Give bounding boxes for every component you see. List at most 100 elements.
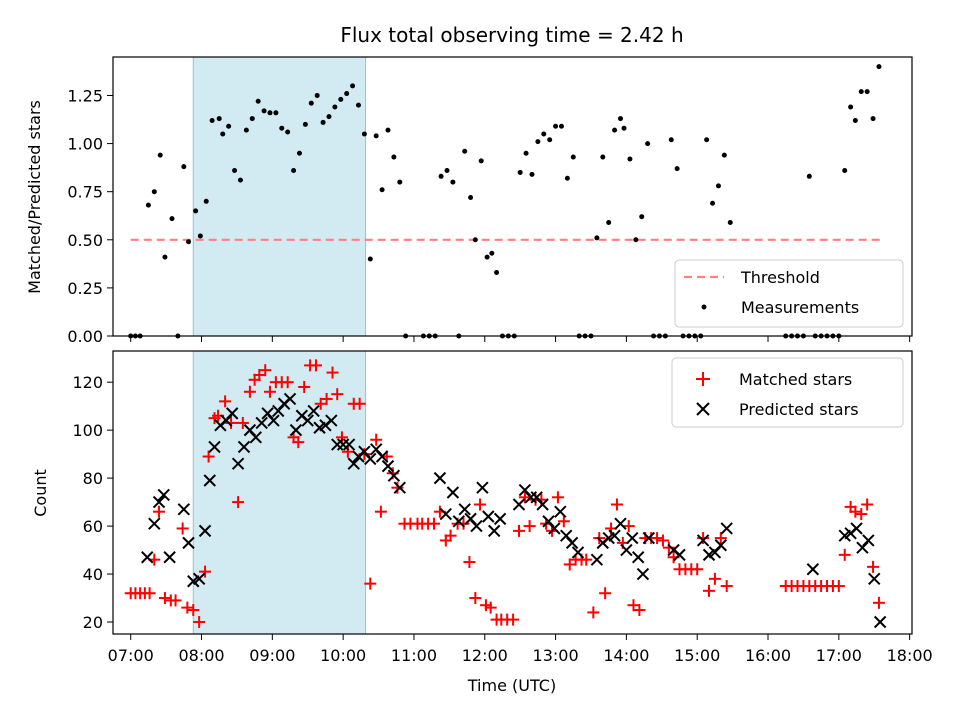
matched-star-point — [849, 505, 862, 518]
measurement-point — [633, 237, 639, 243]
legend-matched-swatch — [696, 372, 710, 386]
measurement-point — [710, 200, 716, 206]
measurement-point — [232, 168, 238, 174]
predicted-star-point — [267, 414, 280, 427]
top-ytick-label: 1.25 — [67, 86, 103, 105]
predicted-star-point — [452, 515, 466, 528]
matched-star-point — [662, 541, 675, 554]
bottom-axes-frame — [112, 350, 913, 635]
predicted-star-point — [487, 524, 501, 538]
predicted-star-point — [590, 553, 604, 566]
matched-star-point — [656, 534, 669, 547]
measurement-point — [344, 91, 350, 97]
predicted-star-point — [482, 510, 495, 523]
matched-star-point — [353, 397, 366, 410]
measurement-point — [553, 123, 559, 129]
matched-star-point — [199, 565, 212, 578]
xtick-label: 08:00 — [178, 646, 224, 665]
measurement-point — [627, 156, 633, 162]
measurement-point — [296, 150, 302, 156]
matched-star-point — [335, 431, 348, 444]
measurement-point — [462, 148, 468, 154]
measurement-point — [468, 194, 474, 200]
predicted-star-point — [524, 491, 538, 504]
measurement-point — [472, 237, 478, 243]
predicted-star-point — [177, 503, 191, 516]
predicted-star-point — [720, 522, 733, 535]
predicted-star-point — [806, 563, 820, 576]
matched-star-point — [428, 517, 441, 530]
predicted-star-point — [476, 481, 489, 494]
predicted-star-point — [458, 503, 471, 516]
measurement-point — [361, 131, 367, 137]
matched-star-point — [551, 491, 564, 504]
bottom-panel: 20 40 60 80 100 120 07:00 08:00 09:00 10:00 11:00… — [31, 350, 933, 695]
measurement-point — [674, 166, 680, 172]
bottom-xlabel: Time (UTC) — [467, 676, 556, 695]
measurement-point — [612, 127, 618, 133]
matched-star-point — [219, 395, 232, 408]
predicted-star-point — [433, 471, 447, 485]
predicted-star-point — [203, 474, 216, 487]
matched-star-point — [202, 450, 215, 463]
measurement-point — [523, 150, 529, 156]
measurement-point — [308, 100, 314, 106]
xtick-label: 13:00 — [533, 646, 579, 665]
xtick-label: 16:00 — [745, 646, 791, 665]
measurement-point — [261, 108, 267, 114]
predicted-star-point — [301, 414, 314, 427]
matched-star-point — [232, 496, 245, 509]
matched-star-point — [587, 606, 600, 619]
predicted-star-point — [152, 495, 166, 509]
matched-star-point — [370, 433, 383, 446]
measurement-point — [255, 98, 261, 104]
measurement-point — [858, 89, 864, 95]
matched-star-point — [158, 592, 171, 605]
predicted-star-point — [446, 486, 460, 499]
predicted-star-point — [381, 459, 395, 473]
measurement-point — [715, 183, 721, 189]
measurement-point — [391, 154, 397, 160]
matched-star-point — [444, 529, 457, 542]
matched-star-point — [633, 604, 646, 617]
top-highlight-span — [192, 56, 367, 337]
predicted-star-point — [439, 507, 453, 521]
predicted-star-point — [631, 551, 645, 564]
measurement-point — [209, 117, 215, 123]
xtick-label: 12:00 — [462, 646, 508, 665]
predicted-star-point — [493, 512, 507, 526]
measurement-point — [547, 137, 553, 143]
measurement-point — [326, 114, 332, 120]
predicted-star-point — [614, 517, 627, 530]
matched-star-point — [469, 592, 482, 605]
predicted-star-point — [571, 546, 585, 559]
measurement-point — [181, 164, 187, 170]
matched-star-point — [861, 498, 874, 511]
xtick-label: 07:00 — [108, 646, 154, 665]
predicted-star-point — [307, 404, 320, 418]
measurement-point — [355, 102, 361, 108]
predicted-star-point — [387, 469, 401, 482]
top-series-layer — [128, 64, 882, 339]
predicted-star-point — [554, 505, 567, 518]
matched-star-point — [703, 584, 716, 597]
legend-measurements-label: Measurements — [741, 298, 859, 317]
matched-star-point — [610, 498, 623, 511]
matched-star-point — [518, 491, 531, 504]
chart-title: Flux total observing time = 2.42 h — [340, 23, 683, 47]
measurement-point — [438, 173, 444, 179]
measurement-point — [216, 116, 222, 122]
measurement-point — [285, 129, 291, 135]
top-panel: 0.00 0.25 0.50 0.75 1.00 1.25 Flux total obse… — [25, 23, 913, 346]
bottom-ytick-label: 60 — [83, 517, 103, 536]
predicted-star-point — [249, 431, 263, 444]
measurement-point — [373, 133, 379, 139]
predicted-star-point — [255, 416, 268, 430]
measurement-point — [489, 250, 495, 256]
matched-star-point — [153, 505, 166, 518]
measurement-point — [876, 64, 882, 70]
measurement-point — [517, 169, 523, 175]
matched-star-point — [708, 572, 721, 585]
matched-star-point — [243, 385, 256, 398]
measurement-point — [367, 256, 373, 262]
